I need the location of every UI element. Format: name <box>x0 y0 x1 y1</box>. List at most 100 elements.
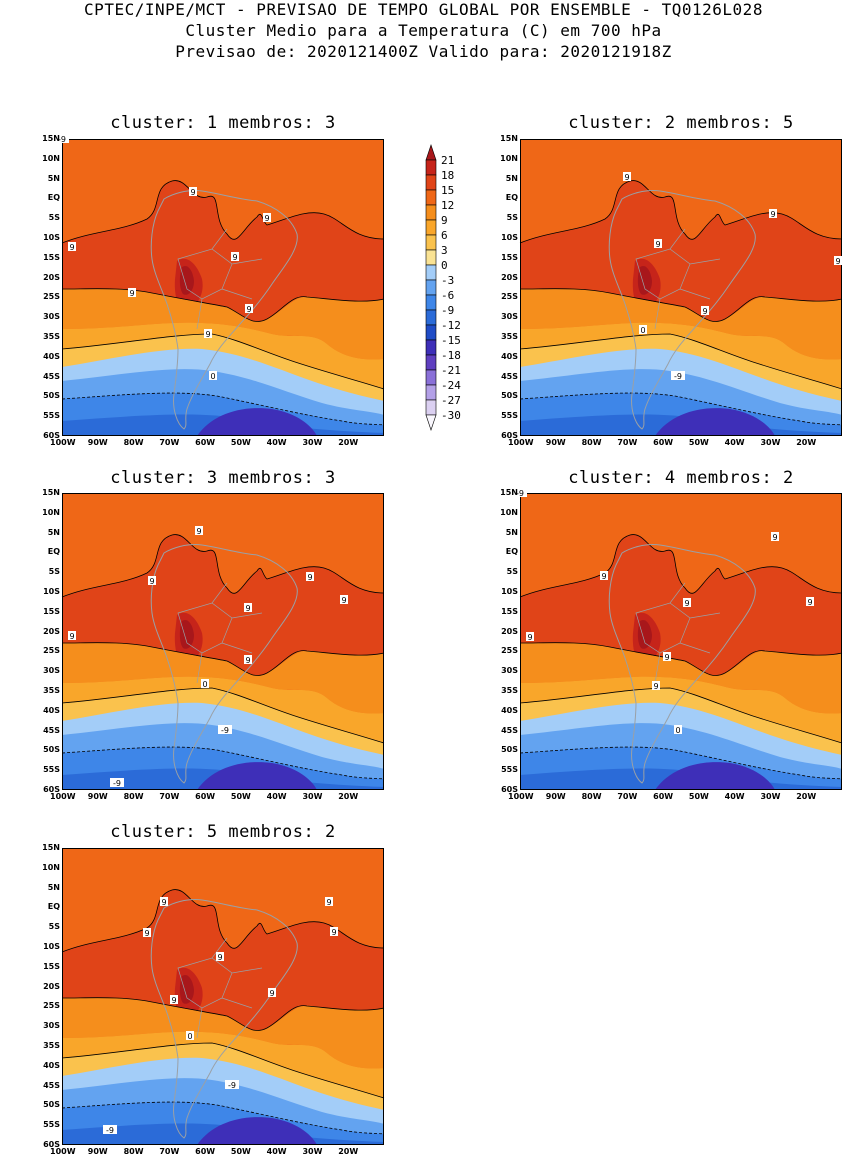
svg-text:0: 0 <box>675 726 680 735</box>
x-tick-label: 70W <box>159 1147 180 1156</box>
header-line-3: Previsao de: 2020121400Z Valido para: 20… <box>175 42 672 61</box>
y-tick-label: 30S <box>43 312 60 322</box>
band-minus18 <box>655 408 775 436</box>
y-tick-label: 45S <box>43 725 60 735</box>
svg-text:9: 9 <box>245 604 250 613</box>
y-tick-label: 5N <box>47 173 60 183</box>
y-tick-label: 45S <box>501 725 518 735</box>
y-tick-label: 5S <box>48 922 60 932</box>
svg-text:-9: -9 <box>58 135 66 144</box>
x-tick-label: 60W <box>195 438 216 447</box>
contour-9-north <box>519 180 843 244</box>
x-tick-label: 30W <box>302 792 323 801</box>
contour-label: 9 <box>68 631 76 641</box>
svg-text:9: 9 <box>307 573 312 582</box>
x-tick-label: 60W <box>653 438 674 447</box>
svg-text:9: 9 <box>331 928 336 937</box>
y-tick-label: 40S <box>501 351 518 361</box>
y-tick-label: 20S <box>43 626 60 636</box>
contour-label: 9 <box>263 213 271 223</box>
contour-label: -9 <box>671 371 685 381</box>
contour-label: 9 <box>148 576 156 586</box>
y-tick-label: 30S <box>43 666 60 676</box>
y-tick-label: EQ <box>505 193 518 203</box>
contour-0 <box>61 687 385 744</box>
contour-minus-9 <box>61 746 385 780</box>
contour-map-panel-5: 9 9 9 9 9 9 9 0 -9 -9 <box>61 848 385 1145</box>
colorbar-label: -24 <box>441 379 461 392</box>
y-tick-label: 55S <box>43 1120 60 1130</box>
contour-label: 9 <box>806 597 814 607</box>
contour-label: 0 <box>186 1031 194 1041</box>
y-tick-label: 45S <box>43 1080 60 1090</box>
colorbar-top-arrow <box>425 144 437 161</box>
y-tick-label: 55S <box>43 765 60 775</box>
contour-label: -9 <box>513 488 527 498</box>
contour-label: 9 <box>654 239 662 249</box>
svg-text:9: 9 <box>653 682 658 691</box>
svg-text:0: 0 <box>187 1032 192 1041</box>
colorbar-box <box>425 309 437 326</box>
contour-label: 9 <box>231 252 239 262</box>
band-minus18 <box>655 762 775 790</box>
y-tick-label: 15S <box>501 606 518 616</box>
contour-label: 9 <box>244 655 252 665</box>
colorbar-box <box>425 294 437 311</box>
y-tick-label: 25S <box>43 292 60 302</box>
y-tick-label: 50S <box>501 391 518 401</box>
band-0-to-3 <box>62 322 384 389</box>
y-tick-label: 5S <box>48 567 60 577</box>
y-tick-label: 30S <box>501 312 518 322</box>
contour-minus-9 <box>519 392 843 426</box>
x-tick-label: 90W <box>87 1147 108 1156</box>
colorbar-box <box>425 264 437 281</box>
contour-label: 9 <box>128 288 136 298</box>
x-tick-label: 90W <box>545 792 566 801</box>
svg-text:-9: -9 <box>516 489 524 498</box>
colorbar-box <box>425 354 437 371</box>
contour-label: 9 <box>245 304 253 314</box>
svg-text:9: 9 <box>69 243 74 252</box>
y-tick-label: 15N <box>42 488 60 497</box>
x-tick-label: 100W <box>508 438 534 447</box>
borders <box>177 937 263 1039</box>
y-tick-label: 10S <box>43 587 60 596</box>
x-tick-label: 30W <box>302 1147 323 1156</box>
x-tick-label: 20W <box>338 438 359 447</box>
plot-frame <box>62 493 384 790</box>
colorbar-label: 9 <box>441 214 448 227</box>
y-tick-label: 55S <box>501 411 518 421</box>
svg-text:9: 9 <box>601 572 606 581</box>
borders <box>177 582 263 684</box>
x-tick-label: 80W <box>123 792 144 801</box>
contour-label: 9 <box>204 329 212 339</box>
x-tick-label: 80W <box>123 438 144 447</box>
contour-label: 9 <box>170 995 178 1005</box>
y-tick-label: 60S <box>43 431 60 440</box>
svg-text:-9: -9 <box>113 779 121 788</box>
band-0-to-3 <box>62 1031 384 1098</box>
contour-9-north <box>61 180 385 244</box>
plot-frame <box>520 139 842 436</box>
svg-text:9: 9 <box>269 989 274 998</box>
panel-4-title: cluster: 4 membros: 2 <box>568 468 794 488</box>
svg-text:0: 0 <box>202 680 207 689</box>
colorbar-label: 15 <box>441 184 454 197</box>
band-0-to-3 <box>520 676 842 743</box>
contour-label: 9 <box>306 572 314 582</box>
contour-label: 9 <box>143 928 151 938</box>
svg-text:9: 9 <box>624 173 629 182</box>
x-tick-label: 40W <box>724 438 745 447</box>
x-tick-label: 60W <box>195 792 216 801</box>
colorbar-label: 21 <box>441 154 454 167</box>
x-tick-label: 40W <box>266 1147 287 1156</box>
plot-frame <box>62 139 384 436</box>
x-tick-label: 90W <box>87 792 108 801</box>
y-tick-label: 45S <box>43 371 60 381</box>
svg-text:9: 9 <box>702 307 707 316</box>
contour-label: 9 <box>683 598 691 608</box>
contour-label: 9 <box>526 632 534 642</box>
contour-label: 9 <box>195 526 203 536</box>
contour-map-panel-3: 9 9 9 9 9 9 9 0 -9 -9 <box>61 493 385 790</box>
colorbar-label: -21 <box>441 364 461 377</box>
